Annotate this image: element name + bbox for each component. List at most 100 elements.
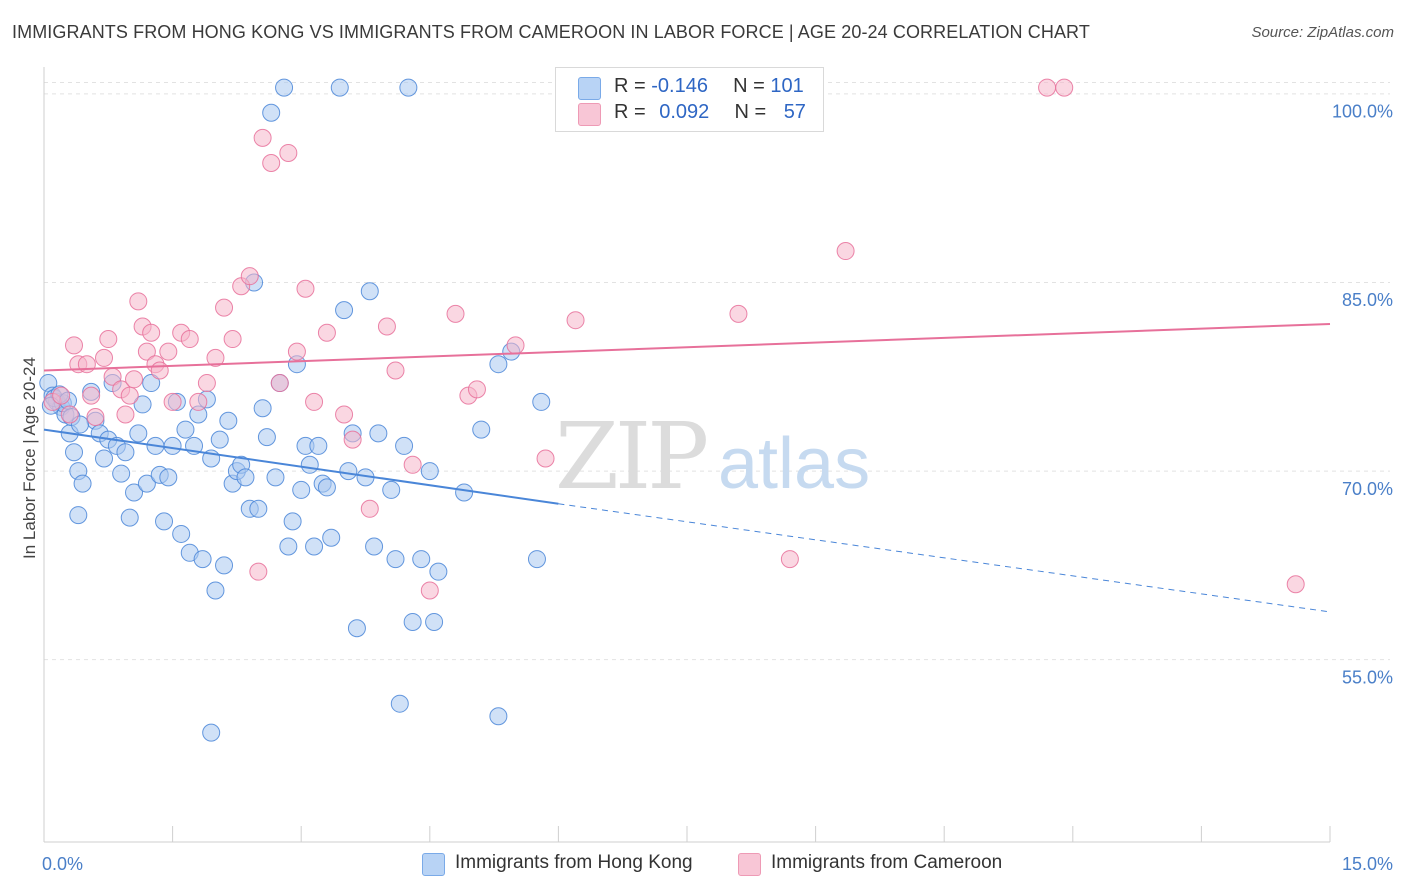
y-tick-label-0: 100.0% — [1332, 102, 1393, 122]
point-1-1 — [52, 386, 71, 405]
point-1-43 — [360, 499, 379, 518]
point-0-71 — [347, 619, 366, 638]
y-tick-label-3: 55.0% — [1342, 667, 1393, 687]
point-0-46 — [236, 468, 255, 487]
point-1-29 — [223, 330, 242, 349]
point-1-2 — [60, 405, 79, 424]
point-0-56 — [279, 537, 298, 556]
point-1-20 — [150, 361, 169, 380]
trend-line-cameroon — [43, 322, 1331, 372]
x-tick-labels: 0.0% 15.0% — [42, 854, 1393, 874]
point-1-40 — [317, 323, 336, 342]
watermark-atlas: atlas — [718, 424, 870, 504]
point-0-66 — [322, 528, 341, 547]
chart-source: Source: ZipAtlas.com — [1251, 24, 1394, 41]
point-1-12 — [116, 405, 135, 424]
point-1-7 — [86, 408, 105, 427]
point-0-91 — [527, 550, 546, 569]
point-0-79 — [395, 436, 414, 455]
legend-text-cameroon: R = 0.092 N = 57 — [614, 101, 806, 124]
legend-r-value: 0.092 — [659, 101, 710, 123]
point-0-18 — [116, 443, 135, 462]
point-1-35 — [270, 374, 289, 393]
point-1-45 — [386, 361, 405, 380]
point-1-31 — [240, 267, 259, 286]
point-0-23 — [137, 474, 156, 493]
point-1-13 — [120, 386, 139, 405]
legend-n-value: 57 — [783, 101, 806, 123]
point-0-73 — [360, 282, 379, 301]
point-0-63 — [309, 436, 328, 455]
y-tick-labels: 100.0% 85.0% 70.0% 55.0% — [1332, 102, 1393, 688]
point-1-33 — [253, 128, 272, 147]
y-tick-label-2: 70.0% — [1342, 479, 1393, 499]
point-0-19 — [120, 508, 139, 527]
gridlines — [44, 82, 1390, 661]
point-0-39 — [206, 581, 225, 600]
point-0-50 — [253, 399, 272, 418]
point-1-8 — [95, 348, 114, 367]
bottom-legend-label-cameroon: Immigrants from Cameroon — [771, 852, 1003, 873]
point-1-44 — [377, 317, 396, 336]
point-0-40 — [210, 430, 229, 449]
point-1-27 — [206, 348, 225, 367]
point-0-92 — [532, 392, 551, 411]
correlation-legend: R = -0.146 N = 101 R = 0.092 N = 57 — [555, 67, 824, 132]
point-0-74 — [365, 537, 384, 556]
legend-swatch-cameroon — [578, 103, 601, 126]
point-0-52 — [262, 103, 281, 122]
point-0-65 — [317, 478, 336, 497]
point-0-61 — [300, 455, 319, 474]
point-0-31 — [172, 524, 191, 543]
point-0-84 — [425, 612, 444, 631]
x-tick-label-0: 0.0% — [42, 854, 83, 874]
point-1-46 — [403, 455, 422, 474]
axes — [43, 67, 1331, 843]
legend-swatch-hong-kong — [578, 77, 601, 100]
legend-r-label: R = — [614, 75, 646, 97]
trend-line-hong-kong-extension — [558, 503, 1331, 613]
legend-r-label: R = — [614, 101, 646, 123]
point-0-17 — [112, 464, 131, 483]
y-axis-label: In Labor Force | Age 20-24 — [20, 357, 39, 559]
legend-text-hong-kong: R = -0.146 N = 101 — [614, 75, 804, 98]
point-0-51 — [257, 428, 276, 447]
point-1-53 — [566, 311, 585, 330]
point-1-52 — [536, 449, 555, 468]
point-0-62 — [305, 537, 324, 556]
point-0-8 — [73, 474, 92, 493]
point-1-41 — [335, 405, 354, 424]
point-1-57 — [1038, 78, 1057, 97]
point-0-90 — [489, 355, 508, 374]
watermark-zip: ZIP — [555, 403, 706, 510]
point-0-67 — [330, 78, 349, 97]
point-1-38 — [296, 279, 315, 298]
point-0-77 — [386, 550, 405, 569]
point-1-24 — [180, 330, 199, 349]
legend-n-label: N = — [733, 75, 765, 97]
point-0-57 — [283, 512, 302, 531]
point-1-48 — [446, 304, 465, 323]
point-0-80 — [399, 78, 418, 97]
point-0-20 — [125, 483, 144, 502]
trend-line-hong-kong — [43, 428, 559, 505]
point-0-87 — [472, 420, 491, 439]
point-0-78 — [390, 694, 409, 713]
point-1-28 — [215, 298, 234, 317]
point-0-83 — [420, 462, 439, 481]
point-1-56 — [836, 242, 855, 261]
point-0-53 — [266, 468, 285, 487]
bottom-legend-swatch-cameroon — [738, 853, 761, 876]
point-0-27 — [155, 512, 174, 531]
point-0-9 — [69, 506, 88, 525]
point-0-86 — [455, 483, 474, 502]
point-1-18 — [142, 323, 161, 342]
point-0-24 — [142, 374, 161, 393]
chart-title: IMMIGRANTS FROM HONG KONG VS IMMIGRANTS … — [12, 22, 1090, 42]
point-0-68 — [335, 301, 354, 320]
legend-n-label: N = — [734, 101, 767, 123]
point-0-28 — [159, 468, 178, 487]
watermark: ZIP atlas — [555, 403, 870, 510]
point-1-14 — [125, 370, 144, 389]
